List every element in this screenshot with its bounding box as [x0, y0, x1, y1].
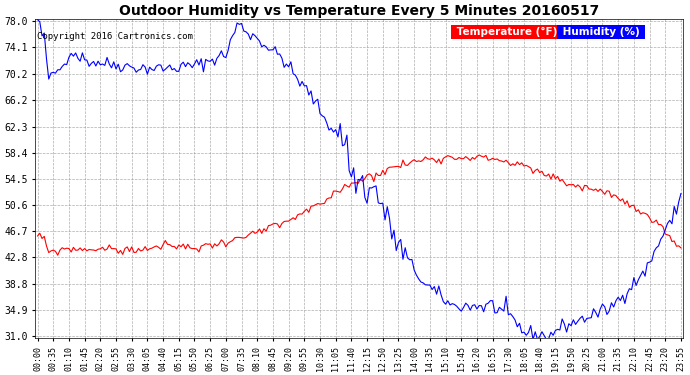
Text: Temperature (°F): Temperature (°F) — [453, 27, 561, 38]
Text: Copyright 2016 Cartronics.com: Copyright 2016 Cartronics.com — [37, 32, 193, 41]
Title: Outdoor Humidity vs Temperature Every 5 Minutes 20160517: Outdoor Humidity vs Temperature Every 5 … — [119, 4, 600, 18]
Text: Humidity (%): Humidity (%) — [559, 27, 643, 37]
